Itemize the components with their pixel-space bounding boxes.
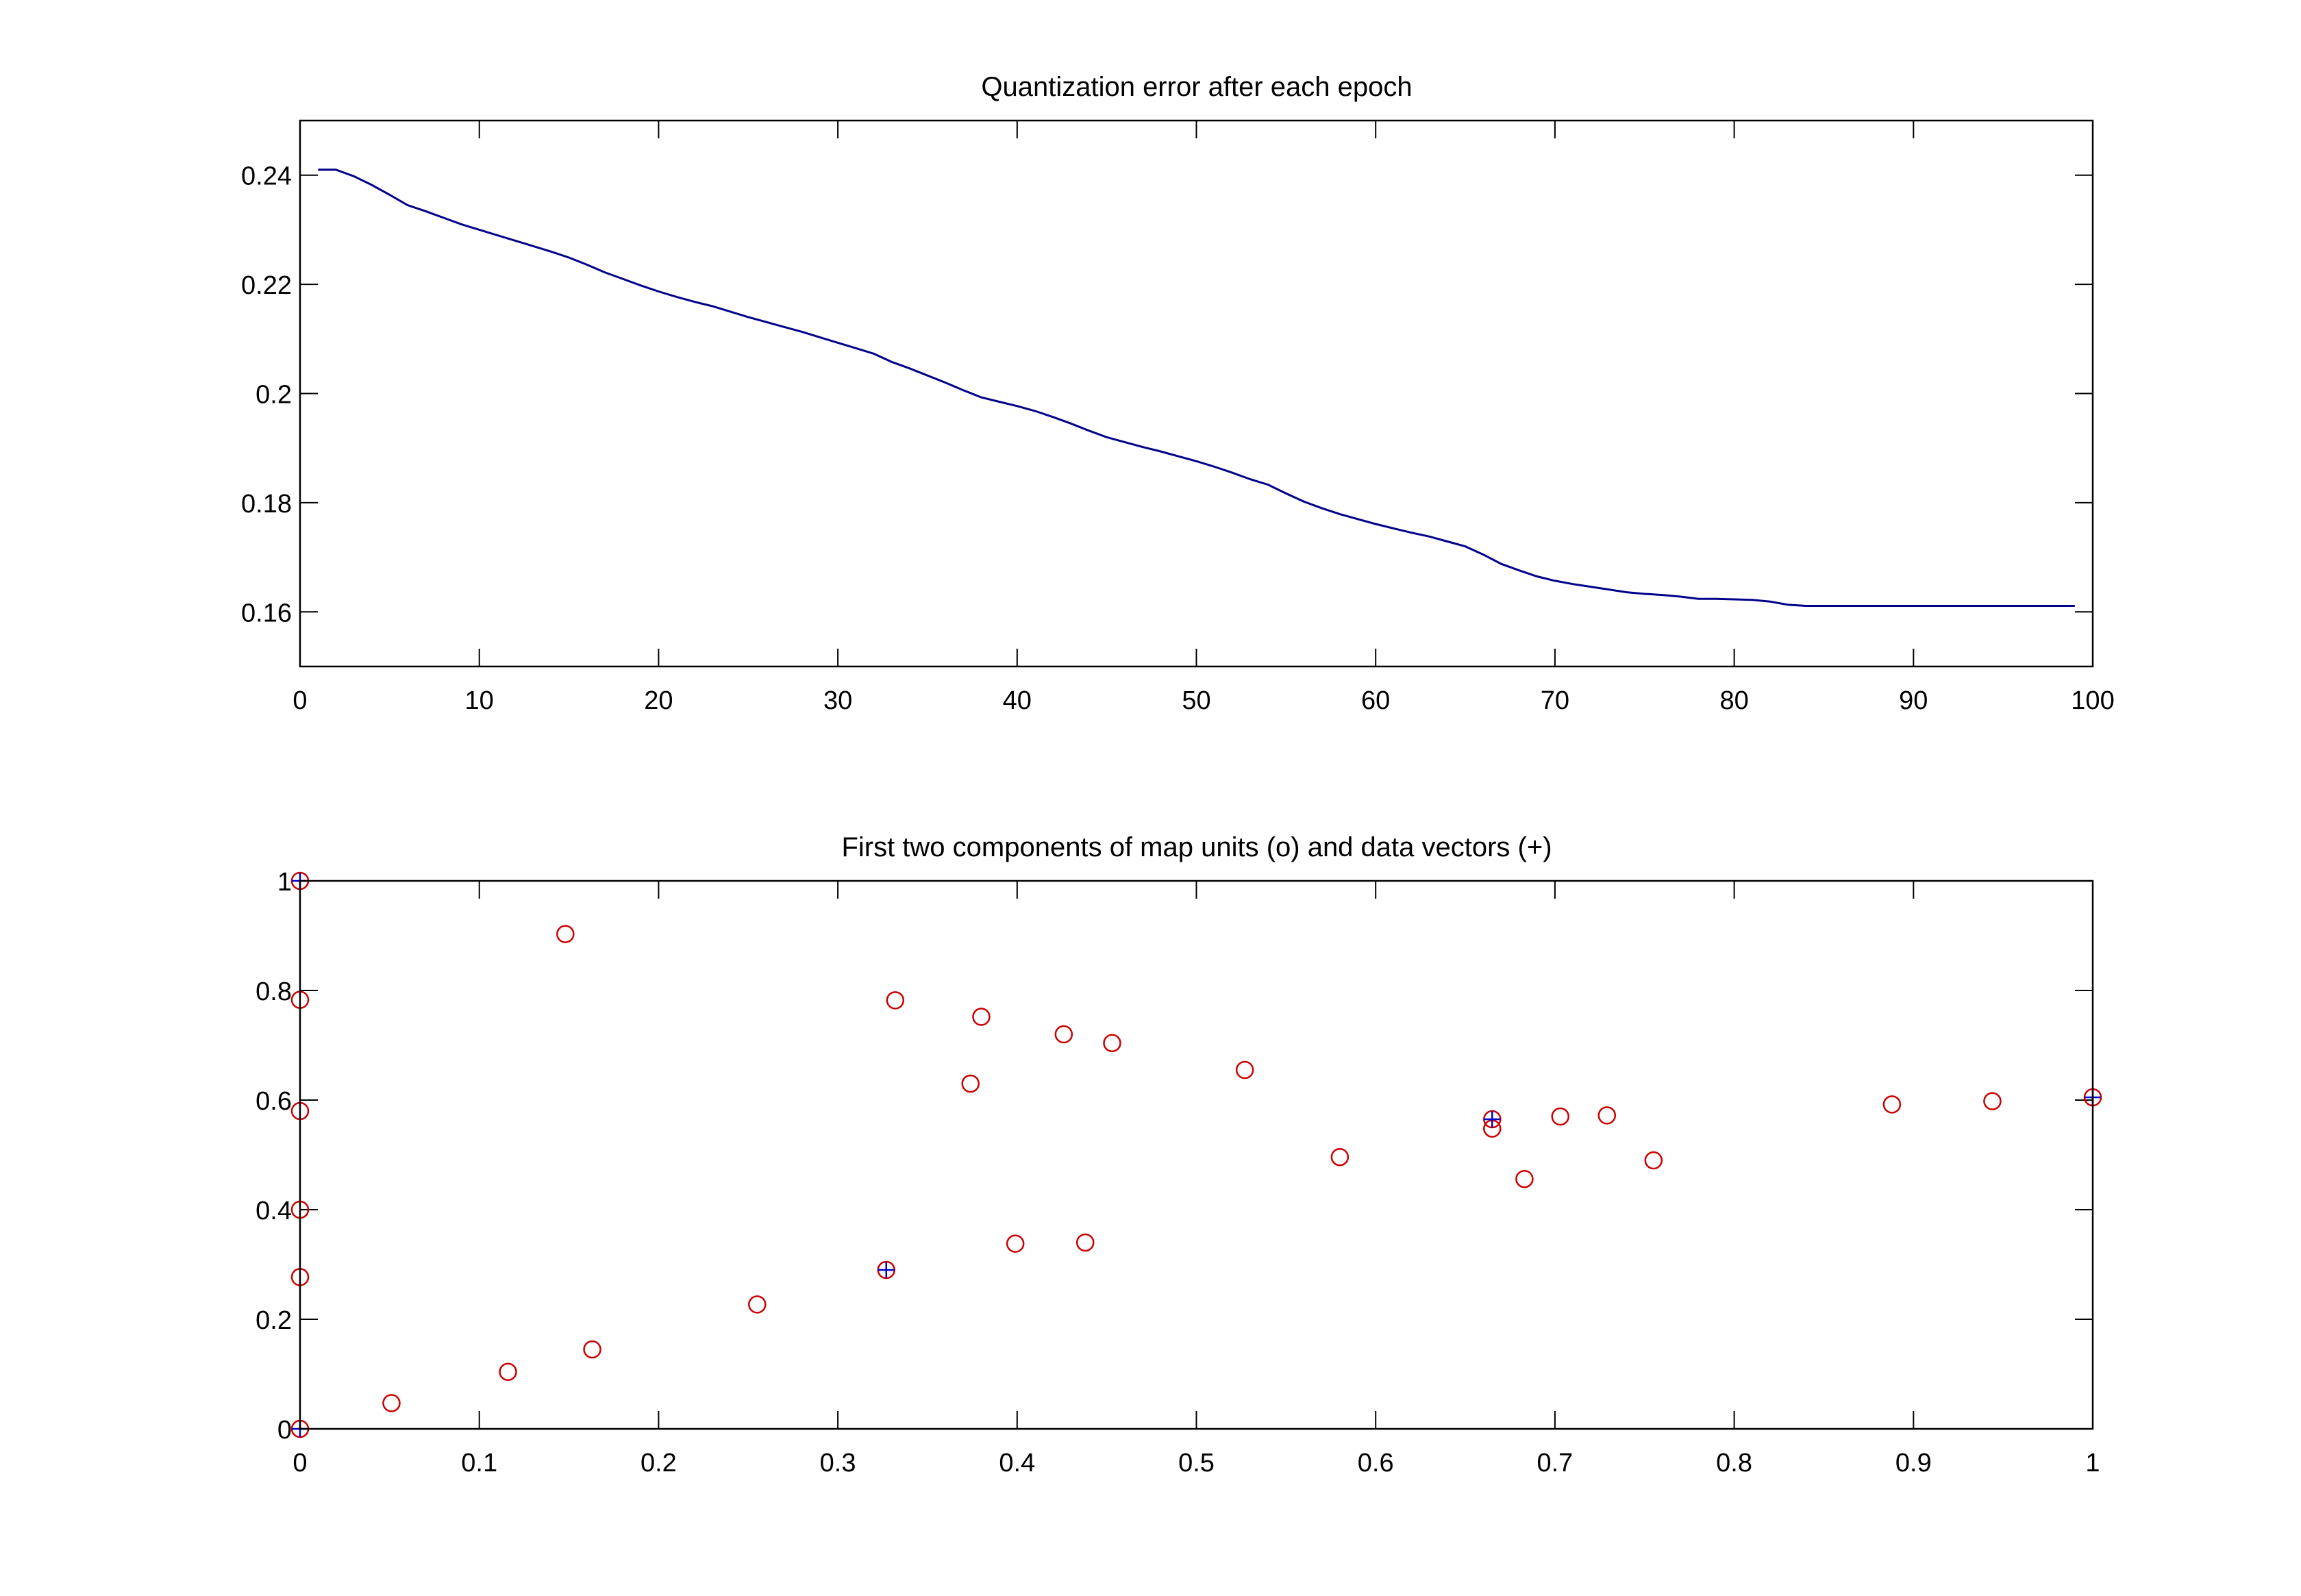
y-tick-label: 0 bbox=[277, 1416, 292, 1445]
x-tick-label: 100 bbox=[2071, 686, 2114, 715]
x-tick-label: 0.9 bbox=[1895, 1449, 1932, 1477]
map-unit-point bbox=[1054, 1025, 1073, 1044]
map-unit-point bbox=[1103, 1034, 1121, 1053]
data-vector-point bbox=[878, 1262, 895, 1278]
map-unit-point bbox=[961, 1074, 980, 1093]
data-vector-point bbox=[1484, 1111, 1501, 1127]
x-tick-label: 10 bbox=[465, 686, 494, 715]
map-unit-point bbox=[1515, 1169, 1534, 1188]
map-unit-point bbox=[1330, 1147, 1349, 1167]
y-tick-label: 0.8 bbox=[256, 977, 292, 1006]
map-unit-point bbox=[1983, 1092, 2002, 1110]
x-tick-label: 20 bbox=[644, 686, 673, 715]
map-unit-point bbox=[556, 925, 575, 943]
map-unit-point bbox=[583, 1340, 601, 1359]
chart-title: First two components of map units (o) an… bbox=[841, 832, 1552, 862]
map-unit-point bbox=[1644, 1151, 1663, 1170]
axes-box bbox=[299, 880, 2094, 1430]
x-tick-label: 0.1 bbox=[461, 1449, 497, 1477]
x-tick-label: 50 bbox=[1182, 686, 1210, 715]
x-tick-label: 0.8 bbox=[1716, 1449, 1752, 1477]
quantization-error-chart: Quantization error after each epoch 0 10 2… bbox=[241, 72, 2115, 715]
map-unit-point bbox=[972, 1008, 991, 1026]
y-tick-label: 1 bbox=[277, 868, 292, 897]
map-unit-point bbox=[1551, 1107, 1570, 1126]
x-tick-label: 90 bbox=[1899, 686, 1928, 715]
map-unit-point bbox=[1597, 1106, 1617, 1125]
x-tick-label: 30 bbox=[823, 686, 852, 715]
x-tick-label: 1 bbox=[2085, 1449, 2100, 1477]
x-tick-label: 0.7 bbox=[1537, 1449, 1573, 1477]
map-unit-point bbox=[382, 1394, 401, 1412]
map-unit-point bbox=[1235, 1060, 1254, 1080]
y-tick-label: 0.22 bbox=[241, 271, 292, 300]
map-unit-point bbox=[748, 1295, 767, 1314]
plot-area bbox=[318, 169, 2075, 607]
axes-box bbox=[299, 119, 2094, 668]
series-line bbox=[318, 169, 2075, 607]
x-tick-label: 0.2 bbox=[640, 1449, 677, 1477]
y-tick-label: 0.2 bbox=[256, 1306, 292, 1335]
map-unit-point bbox=[1075, 1233, 1095, 1252]
x-tick-label: 0.5 bbox=[1178, 1449, 1215, 1477]
x-tick-label: 60 bbox=[1361, 686, 1390, 715]
x-tick-label: 0.3 bbox=[820, 1449, 856, 1477]
map-unit-point bbox=[886, 991, 905, 1010]
axis-ticks: 0 0.1 0.2 0.3 0.4 0.5 0.6 0.7 0.8 0.9 1 0 0.2 0.4 0.6 0… bbox=[256, 868, 2100, 1477]
plot-area bbox=[290, 871, 2102, 1438]
map-unit-point bbox=[499, 1362, 517, 1382]
x-tick-label: 0.4 bbox=[999, 1449, 1035, 1477]
x-tick-label: 0 bbox=[293, 686, 307, 715]
axis-ticks: 0 10 20 30 40 50 60 70 80 90 100 0.16 0.18 0.2 0.22 0.2… bbox=[241, 121, 2115, 715]
y-tick-label: 0.16 bbox=[241, 599, 292, 627]
y-tick-label: 0.24 bbox=[241, 162, 292, 191]
map-units-scatter-chart: First two components of map units (o) an… bbox=[256, 832, 2102, 1477]
x-tick-label: 40 bbox=[1003, 686, 1032, 715]
map-unit-point bbox=[1882, 1095, 1902, 1114]
y-tick-label: 0.4 bbox=[256, 1197, 292, 1225]
x-tick-label: 0.6 bbox=[1358, 1449, 1394, 1477]
x-tick-label: 70 bbox=[1541, 686, 1569, 715]
y-tick-label: 0.2 bbox=[256, 381, 292, 410]
x-tick-label: 80 bbox=[1719, 686, 1748, 715]
x-tick-label: 0 bbox=[293, 1449, 307, 1477]
y-tick-label: 0.18 bbox=[241, 490, 292, 519]
map-unit-point bbox=[1006, 1234, 1025, 1253]
y-tick-label: 0.6 bbox=[256, 1087, 292, 1116]
chart-title: Quantization error after each epoch bbox=[981, 72, 1412, 102]
